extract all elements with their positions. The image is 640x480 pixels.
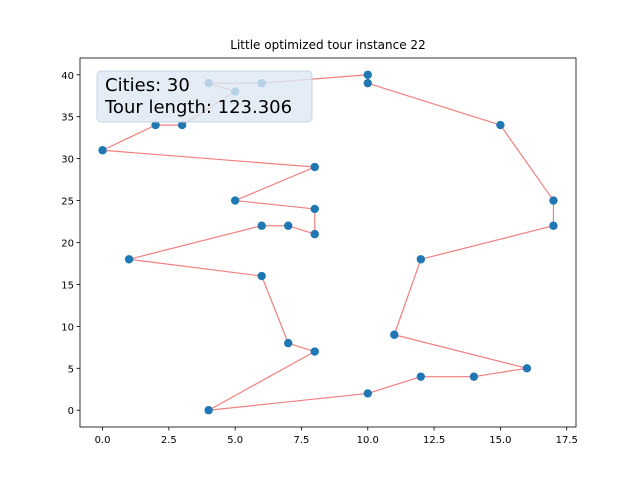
city-point [522,364,532,373]
tour-edge [473,367,528,378]
city-point [124,255,134,264]
city-point [310,347,319,356]
cities-count-label: Cities: 30 [105,75,190,96]
tour-edge [288,342,315,353]
tour-edge [367,82,501,126]
tour-lines [102,74,555,411]
city-point [363,389,372,398]
city-point [257,221,266,230]
city-point [310,162,319,172]
y-tick-label: 40 [61,71,74,82]
tour-edge [128,225,262,260]
y-axis: 0 5 10 15 20 25 30 35 40 [61,71,80,417]
tour-edge [102,149,315,168]
tour-edge [288,225,315,235]
city-point [310,229,319,239]
info-box-background [96,70,313,123]
x-tick-label: 0.0 [95,435,111,446]
tour-edge [394,334,528,369]
city-point [257,271,266,281]
city-point [284,221,293,230]
tour-edge [261,275,289,344]
info-box: Cities: 30 Tour length: 123.306 [96,70,313,123]
city-point [284,338,293,348]
city-point [363,70,372,79]
city-point [230,196,240,205]
x-tick-label: 10.0 [357,435,379,446]
tour-edge [128,258,262,277]
y-tick-label: 20 [61,239,74,250]
y-tick-label: 0 [68,406,74,417]
tour-edge [102,124,156,151]
city-point [98,146,107,155]
city-point [310,204,319,214]
city-point [549,221,558,230]
tour-length-label: Tour length: 123.306 [104,97,292,118]
city-point [496,120,505,130]
y-tick-label: 10 [61,322,74,333]
city-point [204,406,213,415]
x-tick-label: 15.0 [489,435,511,446]
x-tick-label: 7.5 [294,435,310,446]
city-point [390,330,399,339]
tour-edge [208,392,368,411]
city-point [549,196,558,205]
tour-edge [235,199,315,210]
tour-edge [393,259,422,335]
y-tick-label: 30 [61,155,74,166]
tour-edge [420,225,554,260]
x-tick-label: 17.5 [556,435,578,446]
city-point [469,372,479,381]
tour-edge [499,124,554,201]
x-tick-label: 2.5 [161,435,177,446]
city-point [416,372,426,381]
y-tick-label: 5 [68,364,74,375]
x-tick-label: 12.5 [423,435,445,446]
y-tick-label: 35 [61,113,74,124]
tour-edge [367,376,422,395]
city-point [363,78,372,88]
y-tick-label: 25 [61,197,74,208]
x-tick-label: 5.0 [227,435,243,446]
tour-edge [208,350,316,411]
city-point [177,120,187,130]
city-point [416,255,426,264]
tour-edge [234,166,315,202]
chart-title: Little optimized tour instance 22 [230,38,425,52]
city-point [151,120,160,130]
y-tick-label: 15 [61,280,74,291]
x-axis: 0.0 2.5 5.0 7.5 10.0 12.5 15.0 17.5 [95,427,578,446]
